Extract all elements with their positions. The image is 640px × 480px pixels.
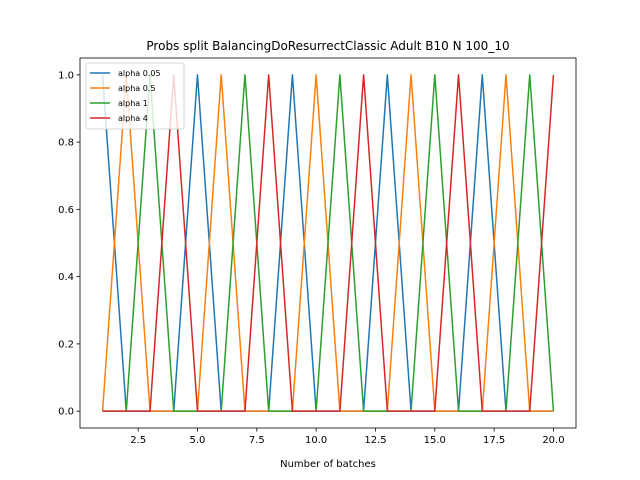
y-tick-label: 0.8 [58, 138, 74, 149]
x-tick-label: 5.0 [190, 435, 206, 446]
y-tick-label: 1.0 [58, 70, 74, 81]
x-axis-label: Number of batches [280, 459, 376, 470]
x-axis: 2.5 5.0 7.5 10.0 12.5 15.0 17.5 20.0 [130, 428, 565, 446]
x-tick-label: 15.0 [424, 435, 446, 446]
legend-entry-label: alpha 0.5 [118, 84, 155, 93]
x-tick-label: 7.5 [249, 435, 265, 446]
y-axis: 0.0 0.2 0.4 0.6 0.8 1.0 [58, 70, 80, 418]
chart-title: Probs split BalancingDoResurrectClassic … [146, 39, 509, 53]
x-tick-label: 12.5 [364, 435, 386, 446]
x-tick-label: 2.5 [130, 435, 146, 446]
legend-entry-label: alpha 0.05 [118, 69, 161, 78]
y-tick-label: 0.0 [58, 407, 74, 418]
y-tick-label: 0.2 [58, 339, 74, 350]
x-tick-label: 17.5 [483, 435, 505, 446]
series-layer [101, 74, 555, 412]
legend-box [85, 62, 185, 130]
plot-frame [79, 57, 577, 429]
legend: alpha 0.05 alpha 0.5 alpha 1 alpha 4 [85, 62, 185, 130]
y-tick-label: 0.6 [58, 205, 74, 216]
x-tick-label: 20.0 [542, 435, 564, 446]
series-line-3 [102, 74, 555, 412]
series-line-2 [102, 74, 555, 412]
legend-entry-label: alpha 4 [118, 114, 148, 123]
y-tick-label: 0.4 [58, 272, 74, 283]
legend-entry-label: alpha 1 [118, 99, 148, 108]
x-tick-label: 10.0 [305, 435, 327, 446]
